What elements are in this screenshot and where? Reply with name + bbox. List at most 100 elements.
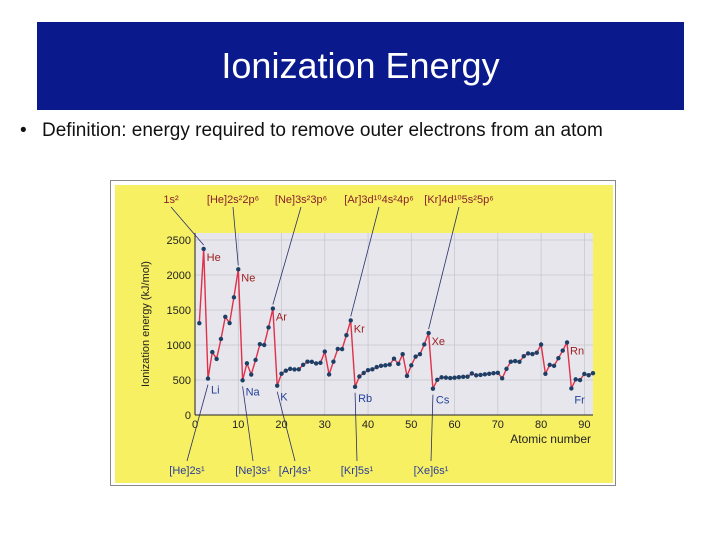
data-point bbox=[465, 374, 470, 379]
element-label: Li bbox=[211, 385, 220, 397]
data-point bbox=[577, 377, 583, 383]
data-point bbox=[482, 372, 488, 377]
y-tick-label: 2500 bbox=[167, 235, 191, 247]
data-point bbox=[495, 370, 501, 375]
x-tick-label: 90 bbox=[578, 419, 590, 431]
data-point bbox=[309, 359, 315, 364]
data-point bbox=[287, 366, 293, 372]
element-label: He bbox=[207, 252, 221, 264]
ionization-chart: 0 10 20 30 40 50 60 70 80 9005001000150020002500A… bbox=[115, 185, 613, 483]
title-bar: Ionization Energy bbox=[37, 22, 684, 110]
data-point bbox=[534, 350, 539, 355]
data-point bbox=[448, 375, 453, 381]
data-point bbox=[547, 362, 552, 368]
bullet-marker: • bbox=[20, 120, 27, 141]
data-point bbox=[569, 386, 574, 391]
data-point bbox=[413, 354, 418, 359]
x-tick-label: 60 bbox=[448, 419, 460, 431]
top-config-label: 1s² bbox=[163, 194, 179, 206]
bottom-config-label: [Ne]3s¹ bbox=[235, 465, 271, 477]
config-leader-line bbox=[354, 392, 358, 462]
data-point bbox=[249, 372, 254, 377]
data-point bbox=[266, 325, 271, 330]
x-tick-label: 0 bbox=[192, 419, 198, 431]
data-point bbox=[318, 360, 323, 365]
element-label: K bbox=[280, 392, 288, 404]
data-point bbox=[590, 370, 596, 376]
data-point bbox=[551, 363, 557, 368]
slide-title: Ionization Energy bbox=[221, 45, 500, 86]
data-point bbox=[326, 372, 332, 377]
x-tick-label: 40 bbox=[362, 419, 374, 431]
config-leader-line bbox=[242, 386, 254, 462]
ionization-figure: 0 10 20 30 40 50 60 70 80 90 0 500 1000 1500 2000 2500 A… bbox=[110, 180, 616, 486]
element-label: Fr bbox=[574, 394, 585, 406]
x-tick-label: 80 bbox=[535, 419, 547, 431]
data-point bbox=[300, 362, 306, 368]
data-point bbox=[564, 340, 570, 345]
y-tick-label: 500 bbox=[173, 375, 191, 387]
data-point bbox=[365, 368, 371, 373]
data-point bbox=[270, 306, 276, 311]
data-point bbox=[396, 361, 401, 367]
element-label: Cs bbox=[436, 395, 450, 407]
data-point bbox=[469, 371, 475, 376]
bottom-config-label: [Ar]4s¹ bbox=[279, 465, 312, 477]
data-point bbox=[504, 366, 509, 372]
data-point bbox=[244, 361, 250, 366]
bottom-config-label: [He]2s¹ bbox=[169, 465, 205, 477]
data-point bbox=[296, 367, 302, 372]
top-config-label: [He]2s²2p⁶ bbox=[207, 194, 259, 206]
bullet-text: Definition: energy required to remove ou… bbox=[42, 120, 603, 141]
config-leader-line bbox=[170, 206, 204, 246]
data-point bbox=[331, 359, 336, 364]
x-tick-label: 50 bbox=[405, 419, 417, 431]
data-point bbox=[409, 363, 414, 368]
element-label: Kr bbox=[354, 323, 365, 335]
data-point bbox=[422, 342, 427, 347]
data-point bbox=[512, 358, 518, 364]
y-tick-label: 2000 bbox=[167, 270, 191, 282]
data-point bbox=[521, 354, 526, 359]
data-point bbox=[400, 352, 405, 357]
data-point bbox=[560, 348, 565, 353]
data-point bbox=[586, 373, 591, 378]
data-point bbox=[543, 371, 548, 376]
data-point bbox=[262, 342, 267, 348]
data-point bbox=[227, 320, 232, 326]
top-config-label: [Ar]3d¹⁰4s²4p⁶ bbox=[344, 194, 413, 206]
data-point bbox=[348, 318, 353, 323]
data-point bbox=[461, 374, 466, 380]
top-config-label: [Ne]3s²3p⁶ bbox=[275, 194, 327, 206]
data-point bbox=[439, 375, 444, 380]
bottom-config-label: [Kr]5s¹ bbox=[341, 465, 374, 477]
x-tick-label: 70 bbox=[492, 419, 504, 431]
config-leader-line bbox=[428, 206, 460, 330]
data-point bbox=[313, 361, 319, 366]
data-point bbox=[456, 375, 462, 380]
data-point bbox=[417, 351, 423, 357]
config-leader-line bbox=[186, 384, 209, 462]
data-point bbox=[339, 346, 345, 352]
data-point bbox=[218, 336, 224, 342]
data-point bbox=[499, 376, 505, 381]
data-point bbox=[530, 351, 535, 357]
data-point bbox=[473, 373, 479, 378]
data-point bbox=[573, 377, 578, 382]
plot-area bbox=[195, 233, 593, 415]
data-point bbox=[378, 363, 384, 369]
element-label: Xe bbox=[432, 336, 445, 348]
data-point bbox=[404, 373, 410, 379]
data-point bbox=[435, 377, 440, 382]
data-point bbox=[352, 384, 358, 389]
data-point bbox=[391, 356, 397, 361]
data-point bbox=[283, 368, 289, 373]
element-label: Rn bbox=[570, 345, 584, 357]
data-point bbox=[486, 371, 492, 376]
config-leader-line bbox=[350, 206, 380, 317]
data-point bbox=[430, 386, 436, 391]
x-axis-label: Atomic number bbox=[510, 432, 591, 446]
element-label: Na bbox=[246, 386, 261, 398]
element-label: Rb bbox=[358, 393, 372, 405]
data-point bbox=[253, 357, 258, 363]
